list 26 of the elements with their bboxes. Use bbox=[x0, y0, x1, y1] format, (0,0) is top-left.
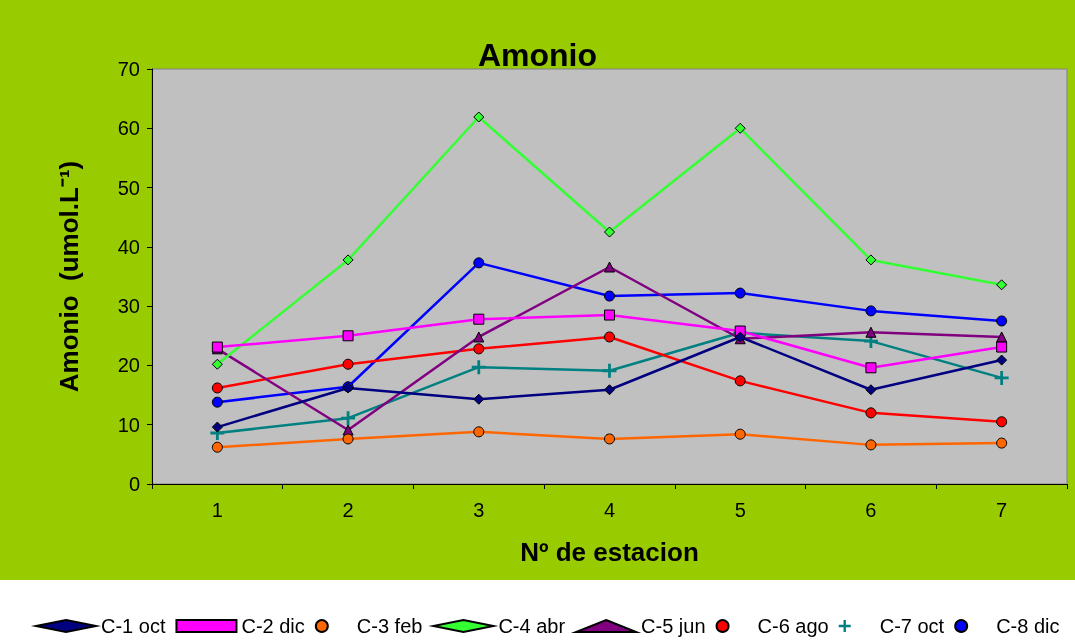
y-tick-label: 0 bbox=[128, 473, 140, 495]
y-tick-label: 30 bbox=[117, 295, 140, 318]
y-axis-title: Amonio (umol.L⁻¹) bbox=[54, 160, 84, 393]
x-tick-label: 6 bbox=[865, 499, 877, 521]
legend-label: C-2 dic bbox=[241, 615, 305, 637]
legend-label: C-5 jun bbox=[641, 615, 706, 637]
x-tick-label: 5 bbox=[734, 499, 746, 521]
y-tick-label: 40 bbox=[117, 235, 140, 258]
y-tick-label: 10 bbox=[117, 413, 140, 436]
x-tick-label: 1 bbox=[211, 499, 223, 521]
y-tick-label: 20 bbox=[117, 354, 140, 377]
x-axis-title: Nº de estacion bbox=[520, 537, 699, 567]
x-tick-label: 4 bbox=[603, 499, 616, 521]
chart-title: Amonio bbox=[477, 37, 598, 73]
x-tick-label: 7 bbox=[996, 499, 1008, 521]
legend-label: C-4 abr bbox=[498, 615, 566, 637]
legend-label: C-1 oct bbox=[101, 615, 166, 637]
y-tick-label: 60 bbox=[117, 117, 140, 140]
legend-label: C-8 dic bbox=[996, 615, 1060, 637]
y-tick-label: 50 bbox=[117, 176, 140, 199]
x-tick-label: 2 bbox=[342, 499, 354, 521]
legend-label: C-6 ago bbox=[757, 615, 829, 637]
x-tick-label: 3 bbox=[473, 499, 485, 521]
legend-label: C-3 feb bbox=[356, 615, 423, 637]
y-tick-label: 70 bbox=[117, 58, 140, 80]
legend-label: C-7 oct bbox=[879, 615, 945, 637]
